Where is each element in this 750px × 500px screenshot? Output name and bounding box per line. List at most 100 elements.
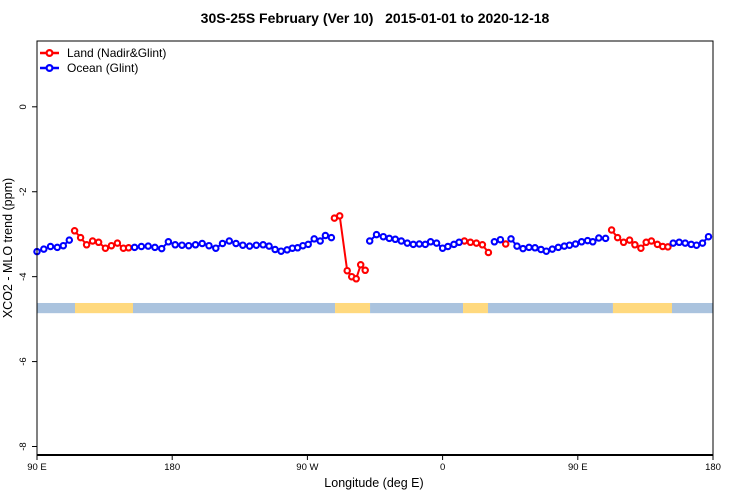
ocean-data-point [675, 238, 683, 247]
ocean-data-point [65, 236, 74, 244]
ocean-data-point [178, 241, 186, 249]
surface-band-segment-ocean [487, 302, 613, 314]
ocean-data-point [205, 241, 213, 250]
axes-ticks: 90 E 180 90 W 0 90 E 180 0 -2 -4 -6 -8 [18, 104, 721, 473]
ocean-data-point [252, 241, 261, 249]
ocean-data-point [397, 237, 406, 245]
ocean-data-point [496, 235, 505, 244]
x-tick-label: 0 [440, 462, 445, 473]
ocean-data-point [259, 241, 267, 249]
ocean-data-point [432, 239, 441, 247]
legend-ocean-label: Ocean (Glint) [67, 61, 138, 75]
ocean-data-point [490, 238, 499, 246]
ocean-data-point [426, 238, 435, 246]
ocean-data-point [595, 234, 603, 242]
legend-item-land: Land (Nadir&Glint) [40, 46, 166, 60]
ocean-data-point [548, 245, 557, 253]
legend-ocean-marker-icon [45, 63, 54, 72]
ocean-data-point [277, 247, 285, 255]
ocean-data-point [212, 244, 220, 252]
ocean-data-point [130, 243, 139, 252]
ocean-data-point [198, 239, 206, 248]
land-series-line [73, 230, 129, 250]
ocean-data-point [164, 238, 173, 246]
ocean-data-point [157, 244, 166, 253]
land-data-point [478, 241, 487, 249]
ocean-data-point [391, 235, 400, 244]
ocean-data-point [507, 235, 515, 243]
land-data-point [70, 227, 79, 235]
land-data-point [124, 244, 133, 252]
y-axis-label: XCO2 - MLO trend (ppm) [1, 178, 15, 318]
ocean-data-point [327, 233, 336, 242]
ocean-data-point [601, 234, 610, 243]
land-data-point [101, 244, 110, 252]
ocean-data-point [365, 237, 374, 245]
ocean-data-point [542, 247, 551, 255]
ocean-data-point [554, 243, 563, 252]
ocean-data-point [379, 232, 388, 241]
legend-land-label: Land (Nadir&Glint) [67, 46, 166, 60]
ocean-data-point [304, 240, 312, 249]
data-series [33, 212, 713, 283]
ocean-data-point [184, 241, 193, 250]
ocean-data-point [137, 242, 146, 251]
x-tick-label: 180 [164, 462, 180, 473]
land-data-point [343, 266, 351, 275]
surface-band-segment-ocean [37, 302, 76, 314]
land-data-point [466, 238, 475, 247]
legend-land-marker-icon [45, 48, 54, 57]
ocean-data-point [225, 237, 234, 245]
ocean-data-point [310, 235, 318, 243]
x-tick-label: 180 [705, 462, 721, 473]
ocean-data-point [316, 237, 324, 245]
ocean-data-point [265, 242, 273, 250]
land-data-point [637, 244, 645, 252]
surface-band-segment-land [612, 302, 672, 314]
surface-band [37, 302, 713, 314]
ocean-data-point [191, 241, 200, 249]
ocean-data-point [415, 240, 424, 248]
ocean-data-point [704, 232, 713, 241]
surface-band-segment-land [335, 302, 371, 314]
ocean-data-point [692, 241, 701, 249]
ocean-data-point [519, 244, 527, 253]
surface-band-segment-ocean [132, 302, 336, 314]
land-data-point [631, 241, 639, 249]
surface-band-segment-land [463, 302, 488, 314]
ocean-data-point [525, 243, 533, 252]
ocean-data-point [589, 238, 597, 246]
ocean-data-point [698, 239, 707, 247]
land-data-point [94, 238, 103, 247]
y-tick-label: -8 [18, 442, 29, 450]
ocean-data-point [513, 242, 521, 250]
ocean-data-point [385, 234, 394, 243]
chart-title: 30S-25S February (Ver 10) 2015-01-01 to … [201, 10, 550, 26]
legend-item-ocean: Ocean (Glint) [40, 61, 138, 75]
land-data-point [484, 248, 493, 257]
land-data-point [607, 226, 616, 234]
ocean-data-point [681, 239, 689, 247]
ocean-data-point [669, 239, 677, 247]
ocean-data-point [40, 245, 48, 253]
ocean-data-point [372, 230, 381, 239]
land-data-point [625, 236, 634, 244]
ocean-data-point [565, 241, 574, 249]
ocean-data-point [46, 242, 55, 251]
ocean-data-point [59, 241, 68, 250]
ocean-data-point [239, 241, 247, 249]
ocean-data-point [531, 244, 539, 252]
ocean-data-point [444, 242, 452, 251]
y-tick-label: -2 [18, 188, 29, 196]
x-tick-label: 90 W [296, 462, 318, 473]
surface-band-segment-land [75, 302, 133, 314]
ocean-data-point [245, 242, 254, 250]
land-data-point [352, 275, 360, 283]
surface-band-segment-ocean [370, 302, 464, 314]
ocean-data-point [577, 238, 586, 246]
x-tick-label: 90 E [27, 462, 47, 473]
surface-band-segment-ocean [671, 302, 713, 314]
ocean-data-point [455, 238, 463, 247]
